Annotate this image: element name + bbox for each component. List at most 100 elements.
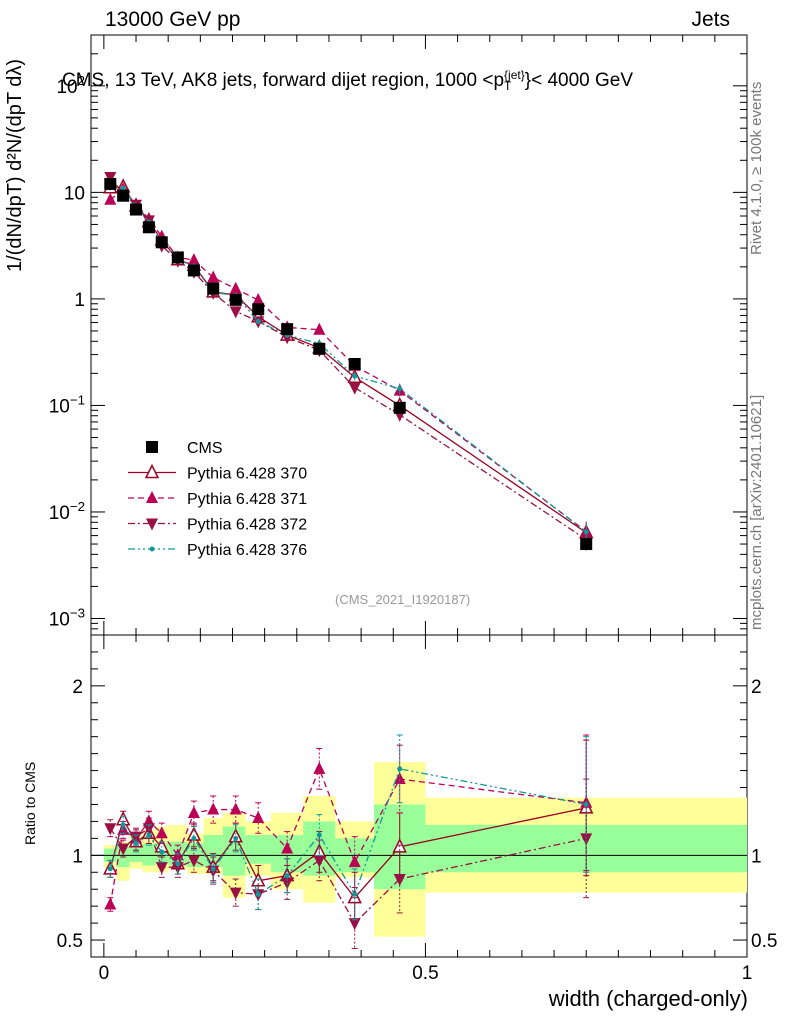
category-label: Jets (691, 8, 730, 31)
p376-ratio-point (146, 832, 152, 838)
cms-data-point (393, 401, 406, 414)
energy-label: 13000 GeV pp (105, 8, 241, 31)
p376-ratio-point (397, 766, 403, 772)
p371-ratio-point (313, 761, 326, 774)
main-y-axis-label: 1/(dN/dpT) d²N/(dpT dλ) (4, 58, 26, 272)
p371-main-point (229, 281, 242, 294)
p372-ratio-point (580, 833, 593, 846)
ratio-y-tick-label: 2 (72, 677, 83, 698)
p372-main-point (348, 382, 361, 395)
x-tick-label: 0 (99, 963, 110, 984)
ratio-y-axis-label: Ratio to CMS (22, 761, 38, 845)
cms-data-point (171, 251, 184, 264)
p372-ratio-point (117, 843, 130, 856)
legend-marker-p370 (144, 463, 160, 479)
p371-ratio-point (104, 897, 117, 910)
p372-main-point (229, 306, 242, 319)
p376-ratio-point (210, 866, 216, 872)
cms-data-point (117, 189, 130, 202)
p371-ratio-point (252, 811, 265, 824)
main-panel: 10−3 10−2 10−1 1 10 102 (49, 34, 748, 636)
cms-uncertainty-band-inner (129, 845, 143, 863)
cms-data-point (252, 303, 265, 316)
ratio-y-tick-label-right: 2 (751, 677, 762, 698)
p371-main-point (252, 293, 265, 306)
legend-label-p370: Pythia 6.428 370 (187, 466, 307, 483)
p376-ratio-point (191, 835, 197, 841)
cms-data-point (281, 323, 294, 336)
cms-data-point (229, 293, 242, 306)
ratio-y-tick-label-right: 0.5 (751, 931, 777, 952)
p376-ratio-point (159, 849, 165, 855)
cms-data-point (207, 282, 220, 295)
cms-data-point (348, 357, 361, 370)
cms-data-point (187, 264, 200, 277)
x-axis-label: width (charged-only) (548, 986, 748, 1011)
cms-uncertainty-band-inner (245, 834, 272, 864)
ratio-frame-border (90, 634, 748, 958)
legend-label-p376: Pythia 6.428 376 (187, 542, 307, 559)
p376-ratio-point (175, 861, 181, 867)
legend-marker-p372 (146, 518, 158, 531)
y-tick-label-main: 10−2 (49, 499, 85, 524)
p371-main-point (313, 322, 326, 335)
legend-marker-p376 (149, 546, 155, 552)
y-tick-label-main: 10 (64, 183, 85, 204)
p376-ratio-point (316, 832, 322, 838)
p372-ratio-point (313, 855, 326, 868)
legend-marker-cms (146, 441, 158, 453)
p371-ratio-point (393, 772, 406, 785)
x-tick-label: 0.5 (412, 963, 438, 984)
plot-title-sup: {jet} (504, 68, 525, 83)
legend-label-cms: CMS (187, 440, 223, 457)
p376-ratio-point (284, 873, 290, 879)
p376-ratio-point (255, 891, 261, 897)
p376-main-point (255, 318, 261, 324)
cms-data-point (142, 221, 155, 234)
cms-data-point (130, 203, 143, 216)
ratio-y-tick-label: 0.5 (57, 931, 83, 952)
p376-ratio-point (233, 835, 239, 841)
cms-data-point (313, 342, 326, 355)
p372-ratio-point (393, 874, 406, 887)
p371-ratio-point (207, 802, 220, 815)
ratio-y-tick-label: 1 (72, 846, 83, 867)
p376-main-point (397, 386, 403, 392)
p371-ratio-point (155, 826, 168, 839)
p371-main-point (187, 253, 200, 266)
p376-ratio-point (133, 840, 139, 846)
p376-main-point (352, 373, 358, 379)
legend-label-p372: Pythia 6.428 372 (187, 517, 307, 534)
cms-uncertainty-band-inner (142, 843, 156, 866)
p371-ratio-point (187, 805, 200, 818)
p372-ratio-point (171, 862, 184, 875)
p372-ratio-point (348, 918, 361, 931)
cms-data-point (580, 538, 593, 551)
p376-ratio-point (352, 891, 358, 897)
p376-ratio-point (583, 801, 589, 807)
p372-main-line (109, 176, 587, 541)
legend: CMS Pythia 6.428 370 Pythia 6.428 371 Pythi… (128, 440, 307, 559)
y-tick-label-main: 10−1 (49, 392, 85, 417)
plot-title: CMS, 13 TeV, AK8 jets, forward dijet reg… (62, 68, 634, 93)
legend-label-p371: Pythia 6.428 371 (187, 491, 307, 508)
legend-marker-p371 (146, 491, 158, 503)
analysis-watermark: (CMS_2021_I1920187) (335, 592, 471, 607)
plot-title-text: CMS, 13 TeV, AK8 jets, forward dijet reg… (62, 70, 505, 91)
p372-ratio-point (155, 862, 168, 875)
x-tick-label: 1 (742, 963, 753, 984)
p371-main-point (104, 192, 117, 205)
mcplots-label: mcplots.cern.ch [arXiv:2401.10621] (748, 394, 765, 630)
p372-ratio-point (229, 887, 242, 900)
p376-ratio-point (107, 866, 113, 872)
y-tick-label-main: 1 (74, 290, 85, 311)
p371-main-point (207, 270, 220, 283)
p371-main-line (109, 188, 587, 533)
plot-title-sub: T (504, 78, 512, 93)
p372-ratio-point (187, 855, 200, 868)
cms-data-point (155, 236, 168, 249)
p376-ratio-point (120, 822, 126, 828)
plot-title-end: }< 4000 GeV (524, 70, 634, 91)
p371-ratio-point (348, 855, 361, 868)
